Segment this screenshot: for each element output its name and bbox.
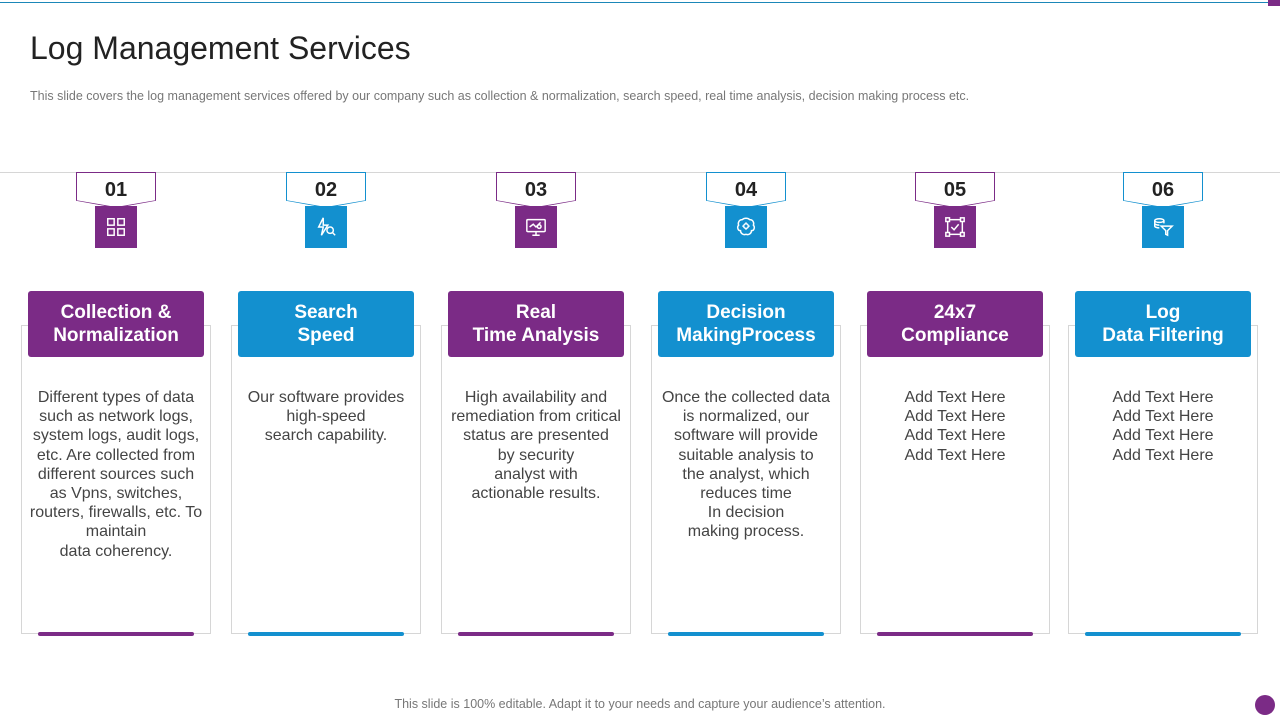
page-title: Log Management Services — [30, 30, 411, 66]
card-accent-bar — [1085, 632, 1241, 636]
card-body-text: Different types of data such as network … — [29, 389, 203, 560]
card-body-text: Once the collected data is normalized, o… — [661, 389, 831, 541]
card-heading: Real Time Analysis — [448, 291, 624, 357]
corner-accent — [1268, 0, 1280, 6]
card-body-box — [1068, 325, 1258, 634]
brain-gear-icon — [725, 206, 767, 248]
footer-dot — [1255, 695, 1275, 715]
card-heading: 24x7 Compliance — [867, 291, 1043, 357]
card-number: 01 — [104, 178, 128, 201]
checkbox-frame-icon — [934, 206, 976, 248]
section-divider — [0, 172, 1280, 173]
card-heading: Search Speed — [238, 291, 414, 357]
card-heading: Collection & Normalization — [28, 291, 204, 357]
card-body-text: High availability and remediation from c… — [451, 389, 621, 503]
card-number: 06 — [1151, 178, 1175, 201]
service-card-05: 05 24x7 Compliance Add Text Here Add Text … — [860, 0, 1070, 720]
service-card-04: 04 Decision MakingProcess Once the collect… — [651, 0, 861, 720]
card-body-text: Our software provides high-speed search … — [247, 389, 405, 445]
card-accent-bar — [668, 632, 824, 636]
service-card-03: 03 Real Time Analysis High availability an… — [441, 0, 651, 720]
card-body-box — [441, 325, 631, 634]
card-number: 03 — [524, 178, 548, 201]
grid-icon — [95, 206, 137, 248]
card-body-box — [651, 325, 841, 634]
card-accent-bar — [38, 632, 194, 636]
card-number-tab: 05 — [915, 172, 995, 208]
service-card-02: 02 Search Speed Our software provides high… — [231, 0, 441, 720]
card-number-tab: 01 — [76, 172, 156, 208]
card-number: 04 — [734, 178, 758, 201]
card-number: 02 — [314, 178, 338, 201]
card-accent-bar — [877, 632, 1033, 636]
lightning-search-icon — [305, 206, 347, 248]
card-heading: Log Data Filtering — [1075, 291, 1251, 357]
service-card-06: 06 Log Data Filtering Add Text Here Add Te… — [1068, 0, 1278, 720]
card-body-text: Add Text Here Add Text Here Add Text Her… — [1112, 389, 1214, 464]
card-body-box — [21, 325, 211, 634]
page-subtitle: This slide covers the log management ser… — [30, 89, 970, 103]
card-body-box — [860, 325, 1050, 634]
card-number-tab: 02 — [286, 172, 366, 208]
monitor-analytics-icon — [515, 206, 557, 248]
footer-note: This slide is 100% editable. Adapt it to… — [394, 697, 886, 711]
card-number-tab: 03 — [496, 172, 576, 208]
card-number: 05 — [943, 178, 967, 201]
card-heading: Decision MakingProcess — [658, 291, 834, 357]
card-body-text: Add Text Here Add Text Here Add Text Her… — [904, 389, 1006, 464]
card-accent-bar — [458, 632, 614, 636]
database-filter-icon — [1142, 206, 1184, 248]
card-accent-bar — [248, 632, 404, 636]
top-accent-line — [0, 2, 1268, 3]
card-number-tab: 06 — [1123, 172, 1203, 208]
card-number-tab: 04 — [706, 172, 786, 208]
card-body-box — [231, 325, 421, 634]
service-card-01: 01 Collection & Normalization Different ty… — [21, 0, 231, 720]
